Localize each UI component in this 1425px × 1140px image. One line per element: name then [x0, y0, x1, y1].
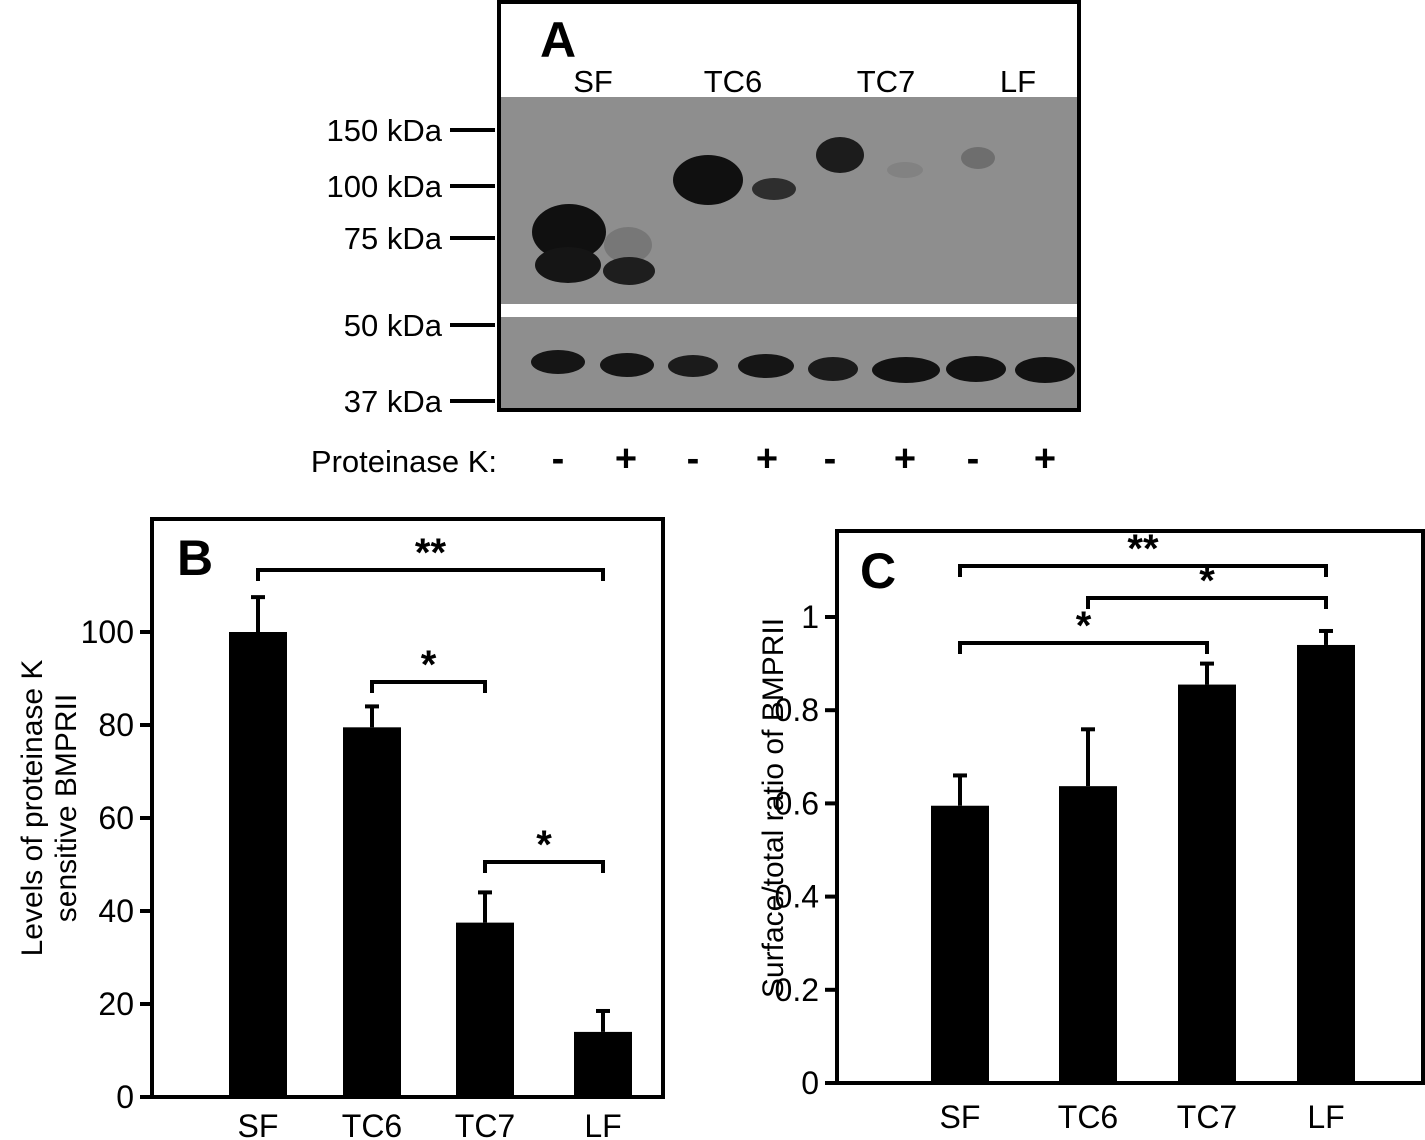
marker-label-50: 50 kDa: [344, 308, 443, 343]
significance-bracket: [1086, 596, 1328, 609]
marker-label-150: 150 kDa: [327, 113, 443, 148]
category-label-tc7: TC7: [455, 1108, 515, 1140]
band-tc7-plus: [887, 162, 923, 178]
category-label-lf: LF: [584, 1108, 621, 1140]
bar-tc7: [456, 922, 514, 1097]
loading-band-3: [668, 355, 718, 377]
panel-b-ylabel-line-1: Levels of proteinase K: [16, 660, 49, 957]
significance-bracket: [958, 641, 1209, 654]
loading-band-7: [946, 356, 1006, 382]
bar-sf: [229, 632, 287, 1097]
significance-label: *: [421, 643, 437, 687]
marker-label-100: 100 kDa: [327, 169, 443, 204]
loading-band-4: [738, 354, 794, 378]
bar-lf: [1297, 644, 1355, 1083]
y-tick-label: 80: [98, 707, 134, 743]
y-tick-label: 100: [81, 614, 134, 650]
category-label-tc6: TC6: [342, 1108, 402, 1140]
category-label-sf: SF: [940, 1099, 981, 1135]
y-tick-label: 0: [116, 1079, 134, 1115]
panel-c-frame: [835, 529, 1425, 1085]
band-sf-plus-smear: [604, 227, 652, 263]
treatment-sign-7: -: [967, 438, 980, 480]
lane-label-tc7: TC7: [857, 64, 916, 99]
panel-a: A SF TC6 TC7 LF 150 kDa 100 kDa 75 kDa 5…: [311, 0, 1081, 480]
significance-label: **: [415, 531, 447, 575]
treatment-sign-8: +: [1034, 438, 1056, 480]
significance-label: *: [1076, 604, 1092, 648]
bar-tc7: [1178, 684, 1236, 1083]
panel-c-label: C: [860, 543, 896, 599]
panel-b-frame: [150, 517, 665, 1099]
panel-b-ylabel-line-2: sensitive BMPRII: [50, 694, 83, 922]
category-label-lf: LF: [1307, 1099, 1344, 1135]
band-tc6-plus: [752, 178, 796, 200]
y-tick-label: 0: [801, 1065, 819, 1101]
band-sf-minus-upper: [532, 204, 606, 260]
panel-a-label: A: [540, 12, 576, 68]
lane-label-sf: SF: [573, 64, 613, 99]
significance-bracket: [958, 564, 1328, 577]
significance-label: *: [1199, 559, 1215, 603]
proteinase-k-label: Proteinase K:: [311, 444, 497, 479]
significance-bracket: [483, 860, 605, 873]
category-label-tc7: TC7: [1177, 1099, 1237, 1135]
category-label-tc6: TC6: [1058, 1099, 1118, 1135]
significance-label: **: [1127, 527, 1159, 571]
band-tc7-minus: [816, 137, 864, 173]
y-tick-label: 40: [98, 893, 134, 929]
treatment-sign-3: -: [687, 438, 700, 480]
category-label-sf: SF: [238, 1108, 279, 1140]
loading-band-1: [531, 350, 585, 374]
significance-bracket: [370, 680, 487, 693]
panel-b: B Levels of proteinase K sensitive BMPRI…: [16, 517, 665, 1140]
band-sf-plus: [603, 257, 655, 285]
panel-c: C Surface/total ratio of BMPRII 0 0.2 0.4 0…: [757, 527, 1425, 1135]
y-tick-label: 0.4: [775, 879, 819, 915]
band-lf-minus: [961, 147, 995, 169]
band-sf-minus-lower: [535, 247, 601, 283]
y-tick-label: 0.8: [775, 692, 819, 728]
panel-c-ylabel: Surface/total ratio of BMPRII: [757, 618, 790, 998]
y-tick-label: 0.2: [775, 972, 819, 1008]
bar-tc6: [343, 727, 401, 1097]
bar-lf: [574, 1031, 632, 1097]
marker-label-75: 75 kDa: [344, 221, 443, 256]
y-tick-label: 0.6: [775, 785, 819, 821]
treatment-sign-5: -: [824, 438, 837, 480]
significance-bracket: [256, 568, 605, 581]
marker-label-37: 37 kDa: [344, 384, 443, 419]
panel-b-label: B: [177, 530, 213, 586]
loading-band-6: [872, 357, 940, 383]
treatment-sign-1: -: [552, 438, 565, 480]
band-tc6-minus: [673, 155, 743, 205]
y-tick-label: 1: [801, 599, 819, 635]
y-tick-label: 60: [98, 800, 134, 836]
loading-band-5: [808, 357, 858, 381]
lane-label-lf: LF: [1000, 64, 1036, 99]
treatment-sign-4: +: [756, 438, 778, 480]
treatment-sign-6: +: [894, 438, 916, 480]
loading-band-2: [600, 353, 654, 377]
y-tick-label: 20: [98, 986, 134, 1022]
treatment-sign-2: +: [615, 438, 637, 480]
lane-label-tc6: TC6: [704, 64, 763, 99]
loading-band-8: [1015, 357, 1075, 383]
bar-tc6: [1059, 786, 1117, 1083]
bar-sf: [931, 805, 989, 1083]
significance-label: *: [536, 823, 552, 867]
